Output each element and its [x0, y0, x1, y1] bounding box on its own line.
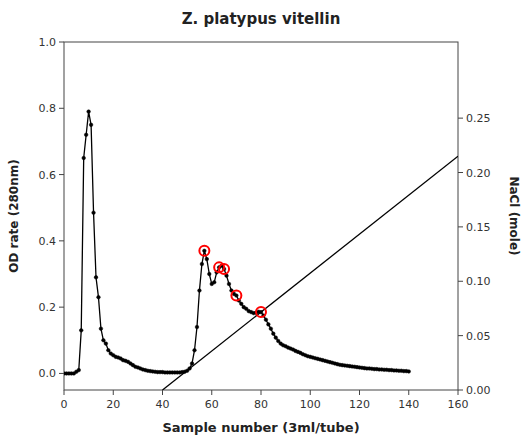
background: [0, 0, 522, 448]
x-tick-label: 80: [254, 398, 268, 411]
x-tick-label: 160: [448, 398, 469, 411]
y2-tick: [458, 390, 463, 391]
point-marker: [102, 338, 106, 342]
series-line: [64, 112, 409, 374]
title: Z. platypus vitellin: [182, 10, 341, 28]
highlight-circle: [219, 264, 229, 274]
y-tick-label: 0.4: [39, 235, 57, 248]
highlight-circle: [256, 307, 266, 317]
point-marker: [87, 110, 91, 114]
x-tick: [113, 390, 114, 395]
plot-frame: [64, 42, 458, 390]
x-tick: [162, 390, 163, 395]
point-marker: [92, 211, 96, 215]
point-marker: [82, 156, 86, 160]
point-marker: [407, 370, 411, 374]
y2-tick: [458, 335, 463, 336]
x-tick-label: 40: [156, 398, 170, 411]
highlight-circle: [231, 291, 241, 301]
point-marker: [200, 262, 204, 266]
point-marker: [203, 249, 207, 253]
point-marker: [205, 257, 209, 261]
y2-tick-label: 0.10: [466, 275, 491, 288]
y2-tick-label: 0.15: [466, 221, 491, 234]
x-tick: [359, 390, 360, 395]
y-tick-label: 0.2: [39, 301, 57, 314]
point-marker: [89, 123, 93, 127]
point-marker: [94, 276, 98, 280]
y2-tick-label: 0.05: [466, 330, 491, 343]
y2-tick: [458, 172, 463, 173]
point-marker: [104, 342, 108, 346]
x-tick: [408, 390, 409, 395]
point-marker: [190, 362, 194, 366]
y2-tick: [458, 118, 463, 119]
y-tick: [59, 307, 64, 308]
chart: Z. platypus vitellin 0 20 40 60 80 100 120 140 16…: [0, 0, 522, 448]
x-tick: [64, 390, 65, 395]
y-tick: [59, 373, 64, 374]
y-tick-label: 1.0: [39, 36, 57, 49]
y2-tick: [458, 226, 463, 227]
point-marker: [267, 323, 271, 327]
point-marker: [272, 332, 276, 336]
point-marker: [97, 295, 101, 299]
y2-tick-label: 0.20: [466, 167, 491, 180]
y-tick-label: 0.8: [39, 102, 57, 115]
x-tick: [458, 390, 459, 395]
point-marker: [99, 327, 103, 331]
y-axis-label: OD rate (280nm): [7, 159, 21, 272]
x-axis-label: Sample number (3ml/tube): [162, 420, 359, 435]
point-marker: [207, 272, 211, 276]
y2-tick-label: 0.00: [466, 384, 491, 397]
point-marker: [264, 318, 268, 322]
highlight-circle: [199, 246, 209, 256]
point-marker: [193, 348, 197, 352]
x-tick: [310, 390, 311, 395]
x-tick-label: 100: [300, 398, 321, 411]
y2-axis-label: NaCl (mole): [507, 176, 521, 255]
point-marker: [240, 302, 244, 306]
y-tick-label: 0.0: [39, 367, 57, 380]
y2-tick-label: 0.25: [466, 112, 491, 125]
x-tick-label: 60: [205, 398, 219, 411]
x-tick-label: 0: [61, 398, 68, 411]
x-tick: [261, 390, 262, 395]
point-marker: [77, 368, 81, 372]
x-tick: [211, 390, 212, 395]
x-tick-label: 140: [398, 398, 419, 411]
point-marker: [269, 327, 273, 331]
point-marker: [79, 329, 83, 333]
point-marker: [195, 325, 199, 329]
y-tick: [59, 240, 64, 241]
y-tick: [59, 174, 64, 175]
y2-tick: [458, 281, 463, 282]
y-tick: [59, 42, 64, 43]
point-marker: [235, 294, 239, 298]
series-line: [163, 156, 459, 390]
point-marker: [107, 348, 111, 352]
x-tick-label: 20: [106, 398, 120, 411]
point-marker: [227, 282, 231, 286]
x-tick-label: 120: [349, 398, 370, 411]
point-marker: [212, 280, 216, 284]
y-tick: [59, 108, 64, 109]
plot-area: [64, 110, 458, 390]
point-marker: [84, 133, 88, 137]
y-tick-label: 0.6: [39, 169, 57, 182]
point-marker: [274, 336, 278, 340]
point-marker: [198, 289, 202, 293]
